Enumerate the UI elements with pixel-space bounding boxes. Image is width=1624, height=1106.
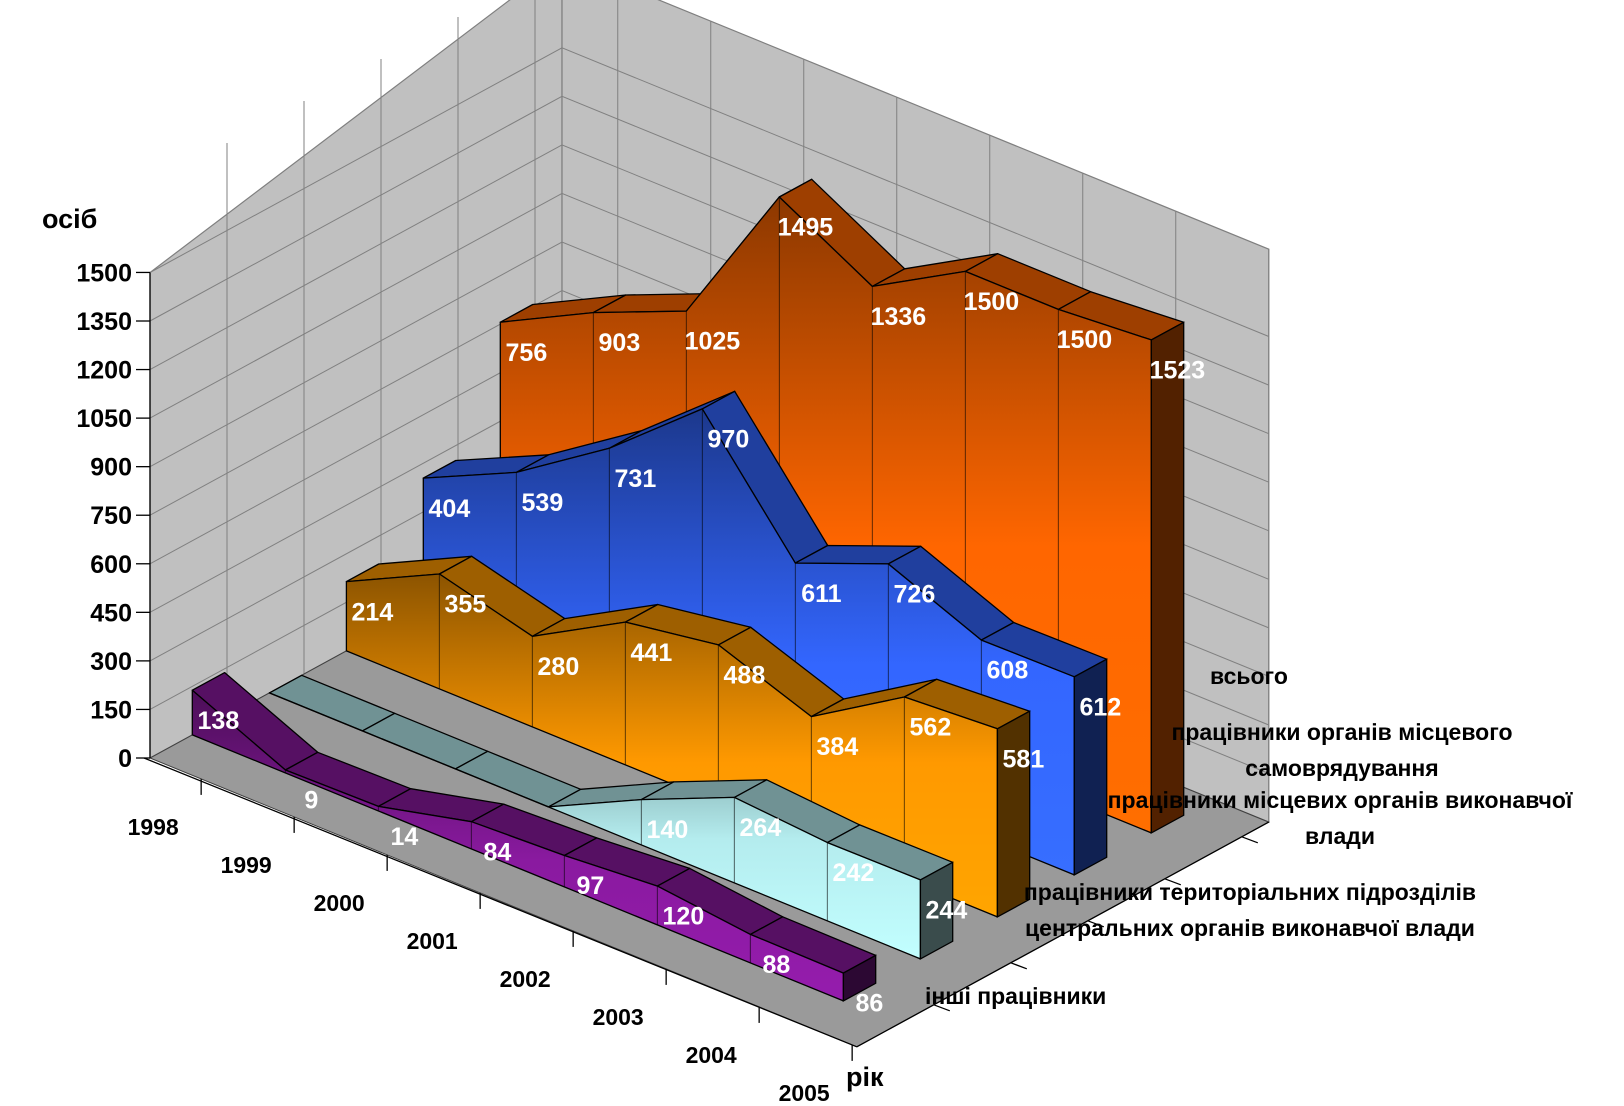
data-label: 280 — [538, 653, 580, 681]
data-label: 140 — [647, 816, 689, 844]
data-label: 384 — [817, 733, 859, 761]
data-label: 355 — [445, 591, 487, 619]
x-tick-label: 1998 — [128, 814, 179, 840]
z-axis-line — [856, 821, 1270, 1048]
series-axis-label: працівники органів місцевого самоврядуван… — [1171, 719, 1512, 781]
data-label: 903 — [599, 329, 641, 357]
y-tick-label: 1500 — [76, 259, 132, 287]
axes: 0 150 300 450 600 750 900 1050 1200 1350 1500 1998 1… — [76, 259, 1572, 1105]
x-tick-label: 1999 — [221, 852, 272, 878]
data-label: 539 — [522, 489, 564, 517]
data-label: 488 — [724, 662, 766, 690]
data-label: 14 — [390, 823, 418, 851]
x-tick-label: 2003 — [593, 1004, 644, 1030]
data-label: 1523 — [1150, 357, 1206, 385]
data-label: 731 — [615, 465, 657, 493]
y-tick-label: 1200 — [76, 357, 132, 385]
series-ribbon — [191, 671, 877, 1002]
series-ribbon — [268, 674, 954, 960]
data-label: 562 — [910, 714, 952, 742]
y-tick-label: 600 — [90, 551, 132, 579]
z-tick — [1087, 920, 1105, 928]
ribbon-end — [919, 861, 954, 960]
data-label: 1336 — [871, 303, 927, 331]
data-label: 9 — [304, 787, 318, 815]
ribbon-end — [1073, 658, 1108, 876]
data-label: 1025 — [685, 328, 741, 356]
data-label: 84 — [483, 838, 511, 866]
ribbon-end — [842, 954, 877, 1002]
data-label: 612 — [1080, 693, 1122, 721]
series-ribbons — [191, 178, 1185, 1002]
data-label: 120 — [663, 903, 705, 931]
series-axis-label: працівники місцевих органів виконавчої вл… — [1108, 787, 1573, 849]
data-label: 1500 — [1057, 326, 1113, 354]
data-label: 1500 — [964, 288, 1020, 316]
data-label: 214 — [352, 598, 394, 626]
y-axis-title: осіб — [42, 204, 97, 234]
y-tick-label: 300 — [90, 648, 132, 676]
data-label: 970 — [708, 426, 750, 454]
x-axis-line — [143, 757, 858, 1048]
x-tick-label: 2002 — [500, 966, 551, 992]
data-label: 726 — [894, 581, 936, 609]
data-labels: 756 903 1025 1495 1336 1500 1500 1523 404 539 731 9… — [198, 214, 1206, 1018]
z-tick — [1241, 836, 1259, 844]
data-label: 441 — [631, 639, 673, 667]
x-tick-label: 2000 — [314, 890, 365, 916]
data-label: 88 — [762, 951, 790, 979]
data-label: 1495 — [778, 214, 834, 242]
series-axis-label: інші працівники — [925, 983, 1106, 1009]
z-tick — [1010, 962, 1028, 970]
data-label: 86 — [855, 990, 883, 1018]
x-tick-label: 2004 — [686, 1042, 737, 1068]
z-tick — [933, 1004, 951, 1012]
y-tick-label: 150 — [90, 696, 132, 724]
x-axis-title: рік — [846, 1062, 884, 1092]
data-label: 581 — [1003, 745, 1045, 773]
y-tick-label: 450 — [90, 599, 132, 627]
data-label: 404 — [429, 495, 471, 523]
ribbon-end — [996, 710, 1031, 918]
data-label: 756 — [506, 339, 548, 367]
data-label: 608 — [987, 657, 1029, 685]
data-label: 138 — [198, 707, 240, 735]
series-axis-label: працівники територіальних підрозділів цен… — [1024, 879, 1476, 941]
y-tick-label: 750 — [90, 502, 132, 530]
y-tick-label: 1350 — [76, 308, 132, 336]
series-axis-label: всього — [1210, 663, 1288, 689]
y-tick-label: 1050 — [76, 405, 132, 433]
gridline — [149, 47, 1269, 337]
ribbon-end — [1150, 321, 1185, 834]
data-label: 611 — [801, 580, 841, 608]
data-label: 244 — [926, 897, 968, 925]
x-tick-label: 2005 — [779, 1080, 830, 1106]
y-tick-label: 900 — [90, 454, 132, 482]
y-tick-label: 0 — [118, 745, 132, 773]
x-tick-label: 2001 — [407, 928, 458, 954]
data-label: 97 — [576, 872, 604, 900]
data-label: 242 — [833, 859, 875, 887]
data-label: 264 — [740, 814, 782, 842]
z-tick — [1164, 878, 1182, 886]
